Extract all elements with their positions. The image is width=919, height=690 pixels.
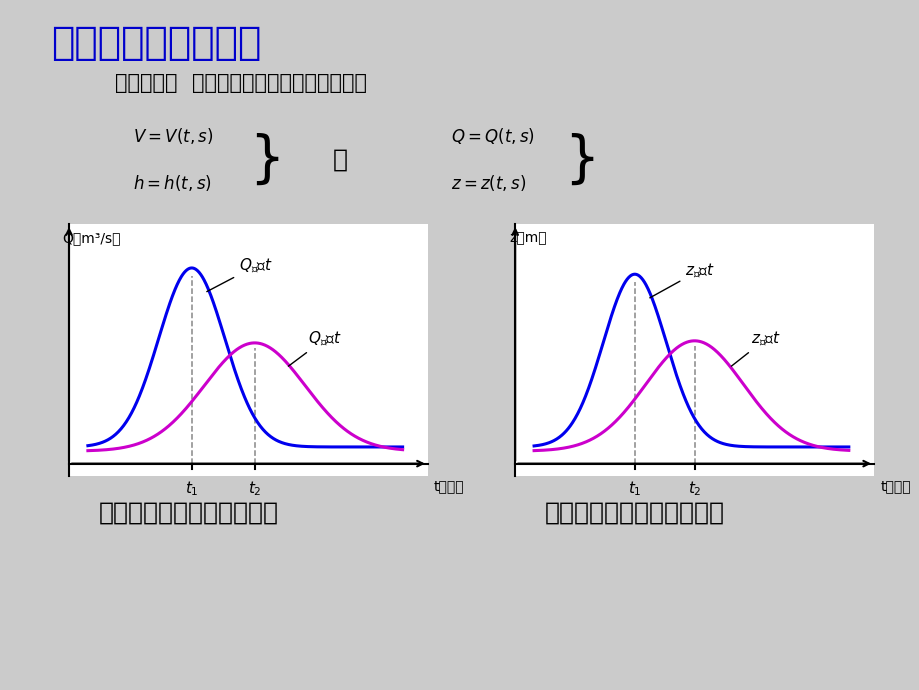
Text: 上、下游断面的水位过程线: 上、下游断面的水位过程线 xyxy=(544,500,724,524)
Text: $Q_下$～$t$: $Q_下$～$t$ xyxy=(288,329,342,366)
Text: $t_2$: $t_2$ xyxy=(687,480,700,498)
Text: z（m）: z（m） xyxy=(508,231,546,246)
Text: $Q_上$～$t$: $Q_上$～$t$ xyxy=(207,257,273,292)
Text: $V=V(t,s)$: $V=V(t,s)$ xyxy=(133,126,213,146)
Text: $Q=Q(t,s)$: $Q=Q(t,s)$ xyxy=(450,126,534,146)
Text: Q（m³/s）: Q（m³/s） xyxy=(62,231,121,246)
Text: $z=z(t,s)$: $z=z(t,s)$ xyxy=(450,173,526,193)
Text: t（时）: t（时） xyxy=(434,480,464,493)
Text: $z_上$～$t$: $z_上$～$t$ xyxy=(649,261,714,298)
Text: $t_1$: $t_1$ xyxy=(185,480,199,498)
Text: $t_2$: $t_2$ xyxy=(247,480,261,498)
Text: $t_1$: $t_1$ xyxy=(628,480,641,498)
Text: 明渠非恒定流的特性: 明渠非恒定流的特性 xyxy=(51,24,261,62)
Text: 上、下游断面的流量过程线: 上、下游断面的流量过程线 xyxy=(98,500,278,524)
Text: $\}$: $\}$ xyxy=(564,132,594,187)
Text: $z_下$～$t$: $z_下$～$t$ xyxy=(731,329,780,366)
Text: 特性之一：  明渠非恒定流必定是非均匀流。: 特性之一： 明渠非恒定流必定是非均匀流。 xyxy=(115,74,367,93)
Text: 或: 或 xyxy=(333,148,347,171)
Text: $\}$: $\}$ xyxy=(249,132,278,187)
Text: t（时）: t（时） xyxy=(879,480,910,493)
Text: $h=h(t,s)$: $h=h(t,s)$ xyxy=(133,173,212,193)
